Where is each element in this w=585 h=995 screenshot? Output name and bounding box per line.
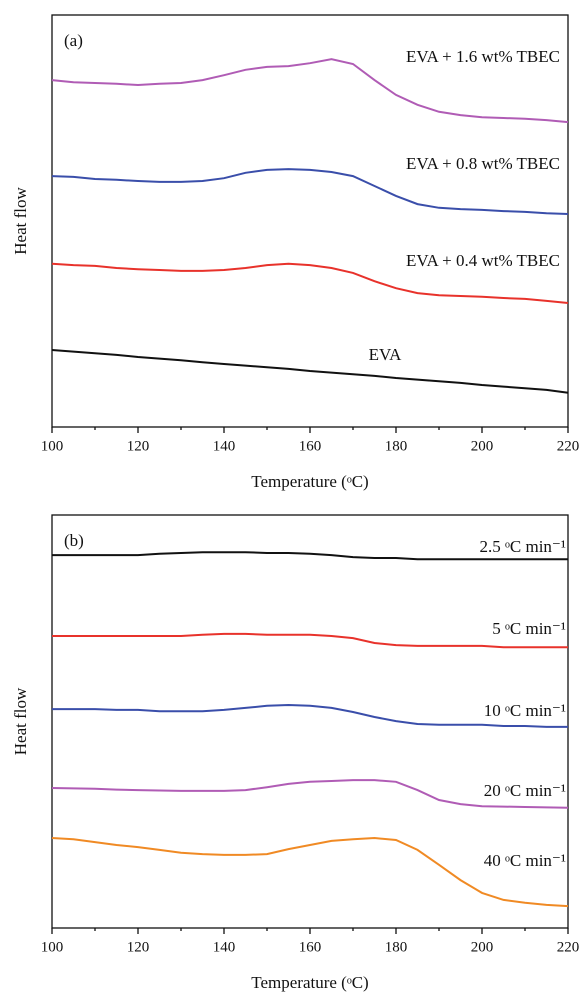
series-line — [51, 262, 569, 304]
series-line — [51, 349, 569, 394]
series-label: EVA + 0.4 wt% TBEC — [406, 251, 560, 270]
series-line — [51, 836, 569, 908]
series-label: 5 ᵒC min⁻¹ — [492, 619, 566, 638]
panel-label: (b) — [64, 531, 84, 550]
y-axis-title: Heat flow — [11, 187, 30, 255]
series-line — [52, 551, 568, 561]
x-tick-label: 100 — [41, 939, 64, 955]
x-tick-label: 160 — [299, 939, 322, 955]
series-line — [52, 632, 568, 649]
x-tick-label: 220 — [557, 438, 580, 454]
series-line — [51, 58, 569, 124]
x-tick-label: 200 — [471, 939, 494, 955]
x-axis-title: Temperature (ᵒC) — [251, 472, 368, 491]
series-line — [51, 779, 569, 809]
x-tick-label: 140 — [213, 438, 236, 454]
series-label: 2.5 ᵒC min⁻¹ — [479, 537, 566, 556]
x-tick-label: 160 — [299, 438, 322, 454]
x-tick-label: 220 — [557, 939, 580, 955]
series-label: 20 ᵒC min⁻¹ — [484, 781, 566, 800]
x-tick-label: 100 — [41, 438, 64, 454]
series-label: EVA — [369, 345, 402, 364]
x-tick-label: 120 — [127, 939, 150, 955]
x-tick-label: 200 — [471, 438, 494, 454]
series-label: EVA + 1.6 wt% TBEC — [406, 47, 560, 66]
x-tick-label: 180 — [385, 939, 408, 955]
x-tick-label: 140 — [213, 939, 236, 955]
series-label: 40 ᵒC min⁻¹ — [484, 851, 566, 870]
panel-label: (a) — [64, 31, 83, 50]
series-line — [51, 168, 569, 215]
x-tick-label: 180 — [385, 438, 408, 454]
series-label: 10 ᵒC min⁻¹ — [484, 701, 566, 720]
plot-frame — [51, 14, 569, 428]
x-tick-label: 120 — [127, 438, 150, 454]
x-axis-title: Temperature (ᵒC) — [251, 973, 368, 992]
y-axis-title: Heat flow — [11, 687, 30, 755]
series-line — [52, 703, 568, 728]
series-label: EVA + 0.8 wt% TBEC — [406, 154, 560, 173]
